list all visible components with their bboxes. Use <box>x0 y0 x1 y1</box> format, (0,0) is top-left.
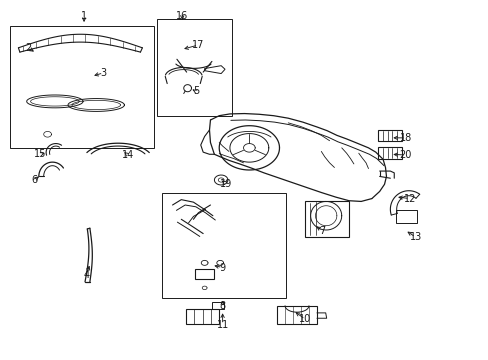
Text: 19: 19 <box>220 179 232 189</box>
Bar <box>10 26 153 148</box>
Bar <box>162 193 285 298</box>
Bar <box>277 306 316 324</box>
Text: 5: 5 <box>192 86 199 96</box>
Text: 15: 15 <box>34 149 46 159</box>
Bar <box>211 302 224 309</box>
Text: 20: 20 <box>399 150 411 160</box>
Text: 10: 10 <box>299 314 311 324</box>
Text: 7: 7 <box>319 226 325 236</box>
Text: 13: 13 <box>408 232 421 242</box>
Text: 3: 3 <box>100 68 106 78</box>
Text: 12: 12 <box>403 194 415 203</box>
Text: 8: 8 <box>219 301 225 311</box>
Text: 9: 9 <box>219 262 225 273</box>
Bar <box>186 309 219 324</box>
Text: 1: 1 <box>81 12 87 21</box>
Text: 2: 2 <box>25 43 31 53</box>
Text: 6: 6 <box>31 175 38 185</box>
Text: 11: 11 <box>216 320 228 330</box>
Bar <box>395 210 416 223</box>
Bar <box>157 19 232 116</box>
Text: 4: 4 <box>83 270 89 280</box>
Bar <box>377 147 401 158</box>
Text: 18: 18 <box>399 133 411 143</box>
Text: 14: 14 <box>122 150 134 160</box>
Bar <box>195 269 214 279</box>
Bar <box>305 202 348 237</box>
Bar <box>377 130 401 141</box>
Text: 16: 16 <box>176 11 188 21</box>
Text: 17: 17 <box>192 40 204 50</box>
